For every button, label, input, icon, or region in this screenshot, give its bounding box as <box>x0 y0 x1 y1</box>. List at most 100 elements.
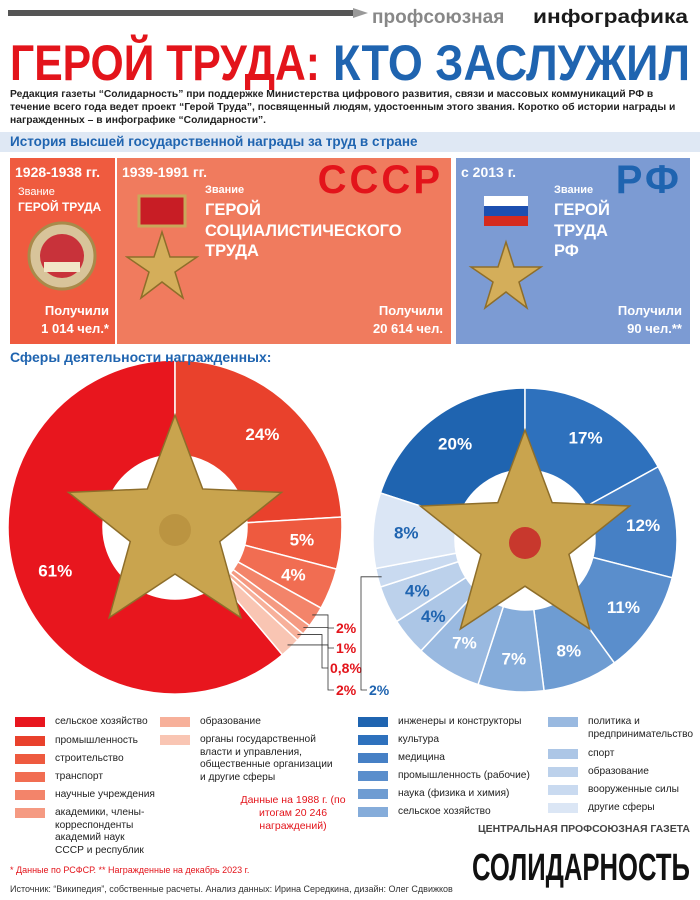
rank: ГЕРОЙ ТРУДА РФ <box>554 201 610 261</box>
received-count: 20 614 чел. <box>372 320 443 336</box>
donut-slice <box>524 387 660 508</box>
donut-slice <box>379 387 526 520</box>
charts: 61% 24% 5% 4% 2% 1% 0,8% 2% 20% 17% 12% 11% 8% 7% 7% 4%… <box>7 359 678 698</box>
newspaper-name: СОЛИДАРНОСТЬ <box>472 847 690 889</box>
leader-line <box>287 644 334 691</box>
value-label: 61% <box>38 562 72 581</box>
legend-swatch <box>160 735 190 745</box>
value-label: 0,8% <box>330 660 362 676</box>
legend-label: академики, члены-корреспонденты академий… <box>55 807 145 856</box>
value-label: 17% <box>569 429 603 448</box>
legend-swatch <box>548 767 578 777</box>
legend-label: наука (физика и химия) <box>398 788 510 799</box>
period: 1939-1991 гг. <box>122 164 207 180</box>
legend-label: культура <box>398 734 439 745</box>
value-label: 2% <box>336 682 357 698</box>
legend-swatch <box>358 735 388 745</box>
panel-3: с 2013 г. РФ Звание ГЕРОЙ ТРУДА РФ Получ… <box>456 158 690 344</box>
legend-label: промышленность (рабочие) <box>398 770 530 781</box>
legend-swatch <box>358 807 388 817</box>
rank-label: Звание <box>205 184 245 196</box>
legend-item: другие сферы <box>548 802 693 815</box>
leader-line <box>360 576 382 691</box>
legend-item: органы государственной власти и управлен… <box>160 734 335 784</box>
legend-item: сельское хозяйство <box>358 806 548 819</box>
panel-1: 1928-1938 гг. Звание ГЕРОЙ ТРУДА Получил… <box>10 158 115 344</box>
legend-item: промышленность (рабочие) <box>358 770 548 783</box>
received: Получили 1 014 чел.* <box>41 302 109 337</box>
legend-swatch <box>358 771 388 781</box>
value-label: 5% <box>290 530 315 549</box>
legend-item: инженеры и конструкторы <box>358 716 548 729</box>
legend-swatch <box>358 717 388 727</box>
value-label: 7% <box>502 649 527 668</box>
legend-item: культура <box>358 734 548 747</box>
medal-star <box>125 229 200 301</box>
medal-ribbon <box>44 262 80 272</box>
value-label: 1% <box>336 640 357 656</box>
title-part2: КТО ЗАСЛУЖИЛ <box>333 35 690 91</box>
country: РФ <box>615 158 682 202</box>
legend-swatch <box>548 803 578 813</box>
legend-item: наука (физика и химия) <box>358 788 548 801</box>
legend-item: медицина <box>358 752 548 765</box>
center-emblem <box>509 527 541 559</box>
flag-white <box>484 196 528 206</box>
panel-2: 1939-1991 гг. СССР Звание ГЕРОЙ СОЦИАЛИС… <box>117 158 451 344</box>
pencil <box>8 10 353 16</box>
medal-ribbon <box>137 194 187 228</box>
spheres-heading: Сферы деятельности награжденных: <box>10 349 272 365</box>
legend-label: политика и предпринимательство <box>588 716 694 740</box>
medal-icon <box>125 194 200 301</box>
medal-icon <box>27 221 97 291</box>
rank: ГЕРОЙ СОЦИАЛИСТИЧЕСКОГО ТРУДА <box>205 201 402 261</box>
value-label: 7% <box>452 633 477 652</box>
period: 1928-1938 гг. <box>15 164 100 180</box>
legend-swatch <box>358 753 388 763</box>
brand-left: профсоюзная <box>372 7 504 28</box>
leader-line <box>312 614 334 629</box>
legend-label: образование <box>200 716 261 727</box>
legend-label: промышленность <box>55 735 138 746</box>
legend-label: транспорт <box>55 771 104 782</box>
value-label: 20% <box>438 435 472 454</box>
legend-item: академики, члены-корреспонденты академий… <box>15 807 155 857</box>
value-label: 11% <box>607 598 640 617</box>
legend-swatch <box>15 717 45 727</box>
flag-red <box>484 216 528 226</box>
legend-item: строительство <box>15 753 155 766</box>
rank-label: Звание <box>554 184 594 196</box>
rank: ГЕРОЙ ТРУДА <box>18 200 102 214</box>
legend-item: транспорт <box>15 771 155 784</box>
flag-blue <box>484 206 528 216</box>
legend-label: органы государственной власти и управлен… <box>200 734 333 783</box>
period: с 2013 г. <box>461 164 517 180</box>
value-label: 8% <box>557 642 582 661</box>
footnote: * Данные по РСФСР. ** Награжденные на де… <box>10 865 250 875</box>
legend-swatch <box>15 754 45 764</box>
value-label: 8% <box>394 524 419 543</box>
legend-swatch <box>548 785 578 795</box>
legend-item: научные учреждения <box>15 789 155 802</box>
center-emblem <box>159 514 191 546</box>
legend-label: сельское хозяйство <box>398 806 491 817</box>
legend-item: образование <box>160 716 335 729</box>
value-label: 24% <box>245 425 279 444</box>
legend-item: сельское хозяйство <box>15 716 155 729</box>
legend-label: инженеры и конструкторы <box>398 716 522 727</box>
rank-label: Звание <box>18 186 55 198</box>
legend-item: спорт <box>548 748 693 761</box>
legend-swatch <box>548 749 578 759</box>
legend-label: научные учреждения <box>55 789 155 800</box>
donut-slice <box>174 359 343 524</box>
legend-item: политика и предпринимательство <box>548 716 693 741</box>
legend-label: спорт <box>588 748 615 759</box>
legend-swatch <box>15 736 45 746</box>
intro: Редакция газеты “Солидарность” при подде… <box>10 89 676 126</box>
legend-item: образование <box>548 766 693 779</box>
leader-line <box>297 634 328 669</box>
legend-swatch <box>15 772 45 782</box>
title-part1: ГЕРОЙ ТРУДА: <box>10 34 320 91</box>
